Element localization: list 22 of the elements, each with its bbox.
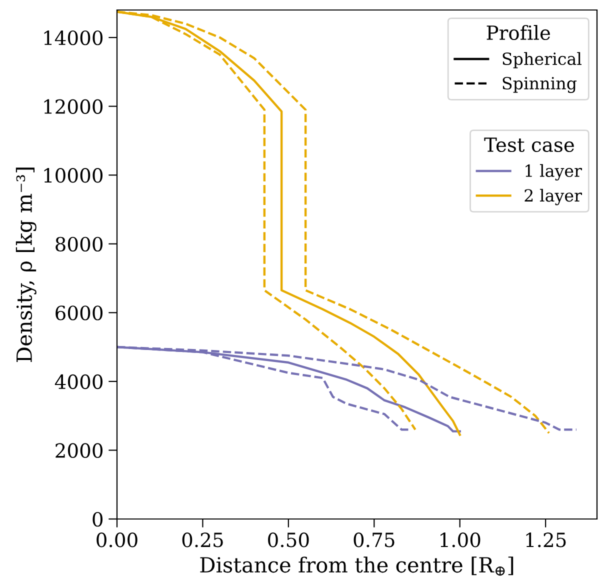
x-tick-label: 1.00 [440,532,480,548]
x-axis-title: Distance from the centre [R$_{⊕}$] [200,556,514,576]
y-tick-label: 8000 [56,236,103,252]
legend-title: Test case [484,138,574,152]
y-tick-label: 2000 [56,443,103,458]
legend-label: 2 layer [524,188,582,206]
annotation: Profile [486,25,550,40]
y-axis-title: Density, ρ [kg m⁻³] [16,168,36,362]
legend-label: 1 layer [526,164,582,180]
x-tick-label: 0.00 [96,532,138,548]
y-tick-label: 0 [92,512,103,527]
y-tick-label: 4000 [54,374,103,390]
x-tick-label: 1.25 [526,532,566,548]
x-tick-label: 0.25 [182,532,223,548]
x-tick-label: 0.75 [354,532,394,548]
annotation: Spherical [502,52,582,68]
y-tick-label: 14000 [44,30,103,46]
y-tick-label: 12000 [44,99,103,114]
x-tick-label: 0.50 [268,532,309,548]
annotation: Spinning [502,76,577,93]
y-tick-label: 6000 [56,306,103,320]
y-tick-label: 10000 [44,168,103,183]
